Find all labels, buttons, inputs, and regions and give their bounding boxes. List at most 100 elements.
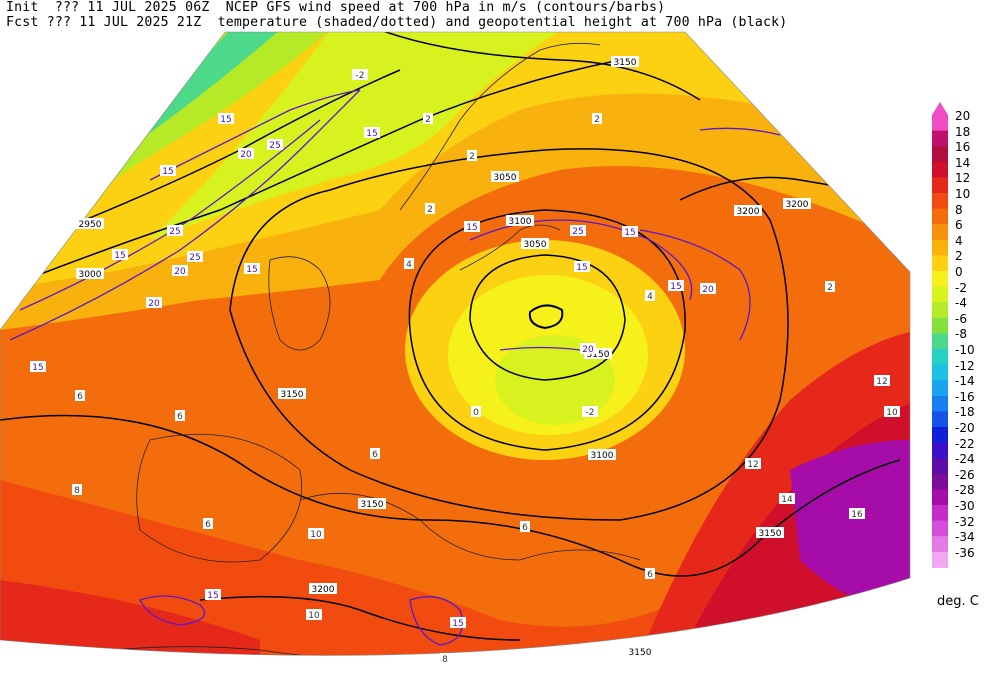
colorbar-level-label: -16	[955, 389, 975, 404]
contour-label: 8	[74, 486, 80, 496]
contour-label: 25	[189, 253, 200, 263]
colorbar-swatch	[932, 115, 948, 132]
wind-contour-jet-northwest	[9, 89, 361, 341]
colorbar-swatch	[932, 411, 948, 428]
height-contour-3200-south	[199, 595, 521, 641]
contour-label-background	[205, 589, 221, 600]
contour-label: 15	[114, 251, 125, 261]
colorbar-swatch	[932, 193, 948, 210]
colorbar-swatch	[932, 146, 948, 163]
contour-label-background	[306, 609, 322, 620]
contour-label-background	[700, 283, 716, 294]
colorbar-swatch	[932, 520, 948, 537]
temperature-colorbar	[932, 102, 948, 568]
colorbar-swatch	[932, 442, 948, 459]
contour-label: 3150	[629, 648, 652, 658]
temperature-field-southeast-extreme	[790, 440, 910, 620]
contour-label-background	[588, 449, 616, 460]
contour-label: 20	[148, 299, 160, 309]
contour-label-background	[584, 348, 612, 359]
contour-label-background	[756, 527, 784, 538]
coastline-baltic	[459, 224, 561, 271]
init-header-line: Init ??? 11 JUL 2025 06Z NCEP GFS wind s…	[6, 0, 666, 15]
colorbar-level-label: 2	[955, 249, 963, 264]
contour-label-background	[520, 521, 530, 532]
wind-contour-northeast	[699, 127, 781, 136]
contour-label: 6	[177, 412, 183, 422]
contour-label-background	[175, 410, 185, 421]
colorbar-level-label: -8	[955, 327, 967, 342]
height-contour-3150-north	[379, 32, 701, 101]
contour-label: 3150	[587, 350, 610, 360]
contour-label: 15	[246, 265, 257, 275]
colorbar-swatch	[932, 161, 948, 178]
contour-label-background	[278, 388, 306, 399]
contour-label-background	[146, 297, 162, 308]
contour-label-background	[570, 225, 586, 236]
contour-label-background	[167, 225, 183, 236]
contour-label-background	[352, 69, 368, 80]
temperature-field-green-nw	[90, 32, 330, 200]
map-frame	[0, 31, 911, 656]
colorbar-level-label: -12	[955, 358, 975, 373]
contour-label: 20	[240, 150, 252, 160]
colorbar-level-label: -20	[955, 421, 975, 435]
colorbar-swatch	[932, 427, 948, 444]
contour-label: 12	[747, 460, 758, 470]
colorbar-units: deg. C	[937, 594, 979, 609]
colorbar-level-label: -26	[955, 467, 975, 482]
contour-label: 2	[594, 115, 600, 125]
wind-contour-jet-northwest-2	[19, 119, 321, 311]
contour-label-background	[592, 113, 602, 124]
contour-label: 6	[205, 520, 211, 530]
contour-label-background	[521, 238, 549, 249]
contour-label-background	[668, 280, 684, 291]
colorbar-swatch	[932, 458, 948, 475]
contour-label: 25	[169, 227, 180, 237]
tiny-low-contour	[528, 304, 564, 330]
contour-label-background	[582, 406, 598, 417]
colorbar-level-label: -34	[955, 530, 975, 545]
contour-label-background	[450, 617, 466, 628]
contour-label-background	[172, 265, 188, 276]
colorbar-swatch	[932, 551, 948, 568]
contour-label: 14	[781, 495, 793, 505]
colorbar-level-label: 6	[955, 218, 963, 233]
colorbar-swatch	[932, 505, 948, 522]
contour-label: 15	[207, 591, 218, 601]
contour-label-background	[76, 268, 104, 279]
colorbar-level-label: -22	[955, 436, 975, 451]
contour-label: 6	[522, 523, 528, 533]
contour-label: 10	[310, 530, 322, 540]
contour-label-background	[238, 148, 254, 159]
colorbar-swatch	[932, 380, 948, 397]
contour-label-background	[849, 508, 865, 519]
colorbar-level-label: -32	[955, 514, 975, 529]
contour-label-background	[645, 290, 655, 301]
contour-label: 3050	[494, 173, 517, 183]
height-contour-3150-inner	[229, 148, 789, 521]
contour-label: 15	[452, 619, 463, 629]
coastline-scandinavia	[399, 42, 601, 211]
contour-label-background	[622, 226, 638, 237]
contour-label-background	[467, 150, 477, 161]
contour-label: 6	[647, 570, 653, 580]
contour-label: 15	[466, 223, 477, 233]
colorbar-level-label: -6	[955, 311, 967, 326]
contour-label: 3000	[79, 270, 102, 280]
contour-label: 4	[647, 292, 653, 302]
colorbar-swatch	[932, 536, 948, 553]
contour-label: 6	[77, 392, 83, 402]
colorbar-arrow	[932, 102, 948, 115]
contour-label-background	[779, 493, 795, 504]
contour-label-background	[580, 343, 596, 354]
contour-label-background	[72, 484, 82, 495]
height-contour-3000	[0, 59, 621, 291]
contour-label-background	[611, 56, 639, 67]
colorbar-level-label: -30	[955, 499, 975, 513]
contour-label: 3150	[759, 529, 782, 539]
height-contour-labels: 3150 3150 3150 3150 3150 3100 3100 3050 3050 3000…	[76, 56, 811, 658]
contour-label: 15	[624, 228, 635, 238]
contour-label: 3150	[361, 500, 384, 510]
colorbar-swatch	[932, 224, 948, 241]
